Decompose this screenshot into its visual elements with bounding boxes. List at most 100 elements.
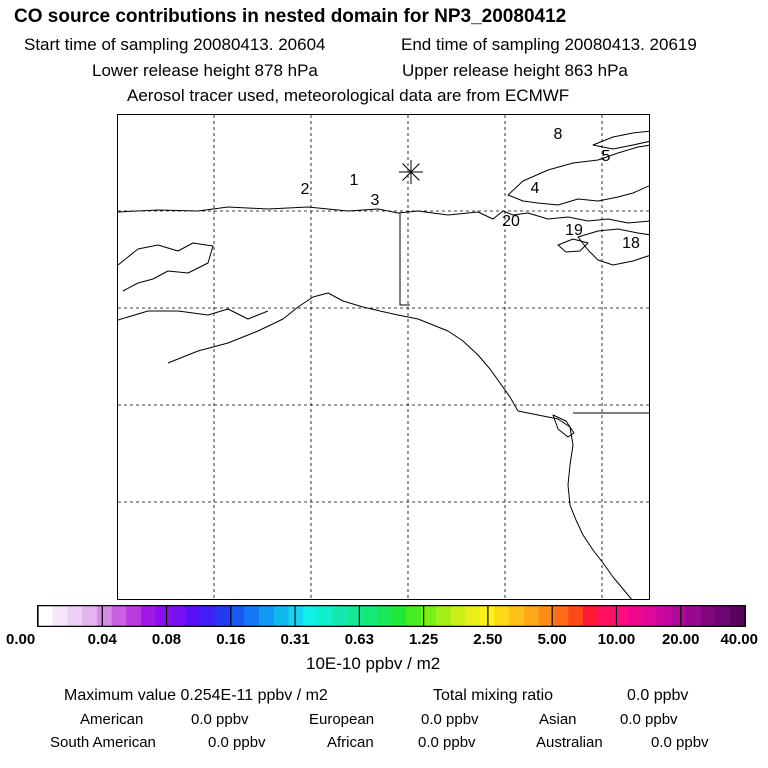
american-label: American [80,711,144,728]
source-marker-label: 18 [622,235,640,252]
source-marker-label: 20 [502,213,520,230]
colorbar-swatch [627,606,643,626]
colorbar-swatch [700,606,717,626]
arctic-coast [118,206,649,224]
colorbar-swatch [317,606,334,626]
colorbar [36,604,747,628]
asian-label: Asian [539,711,577,728]
west-coast [517,410,632,599]
colorbar-tick-label: 0.04 [87,631,117,648]
colorbar-swatch [420,606,437,626]
colorbar-swatch [612,606,628,626]
border-line [399,213,410,306]
colorbar-swatch [82,606,98,626]
end-time-label: End time of sampling 20080413. 20619 [401,35,697,54]
colorbar-tick-label: 0.63 [344,631,374,648]
south-american-label: South American [50,734,156,751]
european-label: European [309,711,375,728]
colorbar-swatch [656,606,672,626]
australian-value: 0.0 ppbv [651,734,709,751]
tracer-label: Aerosol tracer used, meteorological data… [127,86,570,105]
graticule [118,115,649,599]
colorbar-tick-label: 0.31 [280,631,310,648]
african-label: African [327,734,374,751]
colorbar-swatch [38,606,54,626]
european-value: 0.0 ppbv [421,711,479,728]
colorbar-swatch [258,606,275,626]
colorbar-swatch [391,606,407,626]
colorbar-swatch [126,606,142,626]
african-value: 0.0 ppbv [418,734,476,751]
colorbar-swatch [141,606,157,626]
colorbar-swatch [185,606,201,626]
start-time-label: Start time of sampling 20080413. 20604 [24,35,326,54]
american-value: 0.0 ppbv [191,711,249,728]
colorbar-swatch [288,606,304,626]
colorbar-border [36,604,747,628]
colorbar-swatch [641,606,658,626]
colorbar-swatch [155,606,172,626]
colorbar-swatch [362,606,378,626]
total-mixing-value: 0.0 ppbv [627,687,689,704]
source-marker-label: 3 [371,192,380,209]
australian-label: Australian [536,734,603,751]
alaska-peninsula [167,296,314,364]
colorbar-tick-label: 20.00 [661,631,700,648]
gulf-of-alaska-coast [312,292,519,412]
colorbar-swatch [597,606,613,626]
map-canvas: 1 2 3 4 5 8 18 19 20 [118,115,649,599]
colorbar-swatch [376,606,392,626]
colorbar-swatch [332,606,348,626]
colorbar-tick-label: 1.25 [409,631,439,648]
lower-release-label: Lower release height 878 hPa [92,61,318,80]
source-marker-label: 4 [531,180,540,197]
colorbar-tick-label: 2.50 [473,631,503,648]
colorbar-tick-label: 0.00 [6,631,36,648]
source-marker-label: 8 [554,126,563,143]
island [552,414,575,438]
arctic-island [557,238,589,253]
colorbar-unit: 10E-10 ppbv / m2 [306,654,441,673]
colorbar-tick-label: 0.08 [151,631,182,648]
max-value-label: Maximum value 0.254E-11 ppbv / m2 [64,687,328,704]
colorbar-swatch [200,606,216,626]
colorbar-tick-label: 0.16 [216,631,246,648]
south-american-value: 0.0 ppbv [208,734,266,751]
colorbar-swatch [96,606,113,626]
colorbar-swatch [435,606,451,626]
colorbar-swatch [347,606,363,626]
total-mixing-label: Total mixing ratio [433,687,554,704]
source-marker-label: 1 [350,172,359,189]
colorbar-swatch [170,606,186,626]
colorbar-swatch [715,606,731,626]
upper-release-label: Upper release height 863 hPa [402,61,628,80]
alaska-west-coast [118,242,214,292]
colorbar-swatch [686,606,702,626]
colorbar-tick-label: 10.00 [597,631,636,648]
colorbar-swatch [406,606,422,626]
coastlines [118,130,649,599]
colorbar-tick-label: 5.00 [537,631,567,648]
colorbar-swatch [273,606,289,626]
colorbar-tick-label: 40.00 [720,631,758,648]
colorbar-swatch [671,606,687,626]
arctic-island [507,144,649,206]
colorbar-swatch [538,606,555,626]
colorbar-svg [36,604,747,628]
colorbar-swatch [730,606,746,626]
colorbar-swatch [214,606,230,626]
colorbar-swatch [524,606,540,626]
colorbar-swatch [509,606,525,626]
map-panel: 1 2 3 4 5 8 18 19 20 [117,114,650,600]
release-point-star-icon [399,160,423,184]
arctic-island [577,228,649,266]
colorbar-swatch [52,606,68,626]
alaska-coast [118,308,269,321]
colorbar-swatch [244,606,260,626]
colorbar-swatch [67,606,83,626]
colorbar-swatch [582,606,599,626]
source-marker-label: 5 [602,148,611,165]
colorbar-swatch [111,606,127,626]
source-marker-label: 2 [301,181,310,198]
colorbar-swatch [465,606,481,626]
